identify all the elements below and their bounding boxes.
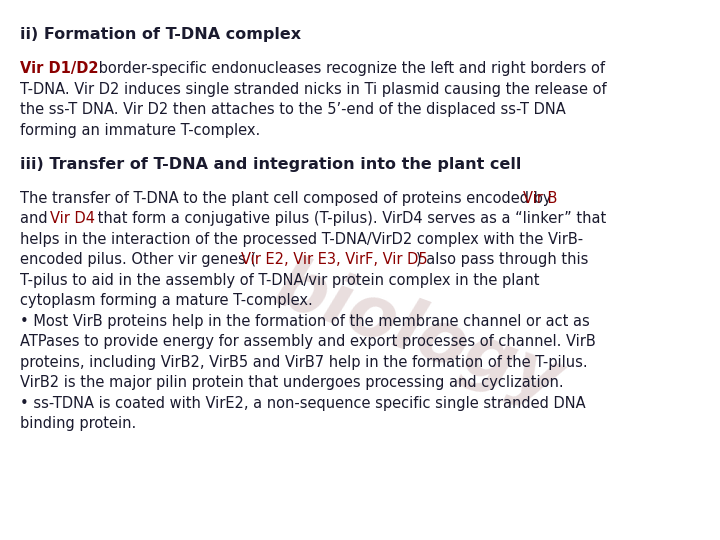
Text: helps in the interaction of the processed T-DNA/VirD2 complex with the VirB-: helps in the interaction of the processe… [20, 232, 583, 247]
Text: T-DNA. Vir D2 induces single stranded nicks in Ti plasmid causing the release of: T-DNA. Vir D2 induces single stranded ni… [20, 82, 607, 97]
Text: ) also pass through this: ) also pass through this [416, 252, 589, 267]
Text: ATPases to provide energy for assembly and export processes of channel. VirB: ATPases to provide energy for assembly a… [20, 334, 596, 349]
Text: Vir D4: Vir D4 [50, 211, 96, 226]
Text: Vir E2, Vir E3, VirF, Vir D5: Vir E2, Vir E3, VirF, Vir D5 [241, 252, 428, 267]
Text: ii) Formation of T-DNA complex: ii) Formation of T-DNA complex [20, 27, 302, 42]
Text: the ss-T DNA. Vir D2 then attaches to the 5’-end of the displaced ss-T DNA: the ss-T DNA. Vir D2 then attaches to th… [20, 102, 566, 117]
Text: cytoplasm forming a mature T-complex.: cytoplasm forming a mature T-complex. [20, 293, 313, 308]
Text: T-pilus to aid in the assembly of T-DNA/vir protein complex in the plant: T-pilus to aid in the assembly of T-DNA/… [20, 273, 540, 288]
Text: border-specific endonucleases recognize the left and right borders of: border-specific endonucleases recognize … [94, 61, 605, 76]
Text: proteins, including VirB2, VirB5 and VirB7 help in the formation of the T-pilus.: proteins, including VirB2, VirB5 and Vir… [20, 355, 588, 370]
Text: encoded pilus. Other vir genes (: encoded pilus. Other vir genes ( [20, 252, 256, 267]
Text: The transfer of T-DNA to the plant cell composed of proteins encoded by: The transfer of T-DNA to the plant cell … [20, 191, 557, 206]
Text: and: and [20, 211, 53, 226]
Text: that form a conjugative pilus (T-pilus). VirD4 serves as a “linker” that: that form a conjugative pilus (T-pilus).… [93, 211, 606, 226]
Text: • Most VirB proteins help in the formation of the membrane channel or act as: • Most VirB proteins help in the formati… [20, 314, 590, 329]
Text: • ss-TDNA is coated with VirE2, a non-sequence specific single stranded DNA: • ss-TDNA is coated with VirE2, a non-se… [20, 396, 586, 411]
Text: Vir B: Vir B [523, 191, 557, 206]
Text: binding protein.: binding protein. [20, 416, 137, 431]
Text: VirB2 is the major pilin protein that undergoes processing and cyclization.: VirB2 is the major pilin protein that un… [20, 375, 564, 390]
Text: iii) Transfer of T-DNA and integration into the plant cell: iii) Transfer of T-DNA and integration i… [20, 157, 521, 172]
Text: forming an immature T-complex.: forming an immature T-complex. [20, 123, 261, 138]
Text: biology: biology [266, 251, 571, 418]
Text: Vir D1/D2: Vir D1/D2 [20, 61, 99, 76]
